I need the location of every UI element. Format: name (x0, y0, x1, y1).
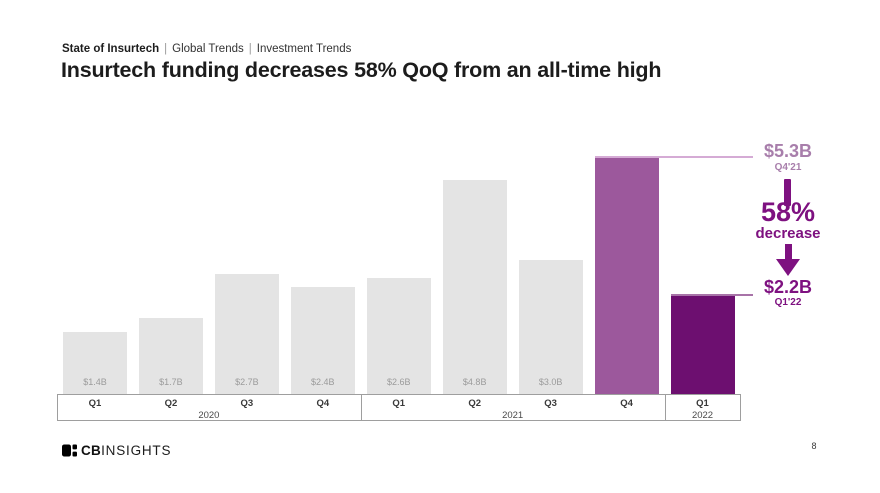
logo-text-insights: INSIGHTS (101, 442, 172, 458)
qoq-change-annotation: $5.3B Q4'21 58% decrease $2.2B Q1'22 (748, 0, 828, 330)
axis-quarter-label: Q1 (696, 398, 709, 409)
cbinsights-logo: CB INSIGHTS (62, 442, 171, 458)
axis-quarter-label: Q4 (316, 398, 330, 409)
bar-value-label: $1.4B (83, 377, 107, 387)
bar-q2-2021 (442, 180, 507, 394)
down-arrow-head (776, 259, 800, 276)
axis-year-label: 2020 (198, 410, 220, 421)
bar-q1-2021 (366, 278, 431, 394)
breadcrumb-separator: | (248, 43, 252, 55)
breadcrumb-section: Global Trends (172, 43, 244, 55)
breadcrumb-report-title: State of Insurtech (62, 43, 160, 55)
peak-value-label: $5.3B (763, 141, 813, 161)
axis-quarter-label: Q3 (544, 398, 557, 409)
bar-q3-2021 (518, 260, 583, 394)
breadcrumb-subsection: Investment Trends (256, 43, 352, 55)
breadcrumb: State of Insurtech | Global Trends | Investm… (62, 43, 351, 56)
bar-q1-2022 (670, 296, 735, 394)
bar-q4-2021 (594, 158, 659, 394)
percent-change-label: 58% (760, 197, 816, 227)
bar-value-label: $4.8B (462, 377, 487, 387)
axis-group-divider (360, 394, 362, 421)
bar-value-label: $3.0B (538, 377, 563, 387)
axis-group-divider (664, 394, 666, 421)
bar-q2-2020 (138, 318, 203, 394)
axis-quarter-label: Q4 (620, 398, 633, 409)
cbinsights-logo-icon (62, 444, 77, 456)
bar-q1-2020 (62, 332, 127, 394)
connector-tick-icon (784, 179, 791, 206)
bar-q3-2020 (214, 274, 279, 394)
bar-q4-2020 (290, 287, 355, 394)
axis-year-label: 2022 (691, 410, 714, 421)
bar-value-label: $2.6B (386, 377, 411, 387)
page-number: 8 (811, 441, 817, 451)
bar-value-label: $2.7B (235, 377, 259, 387)
axis-quarter-label: Q2 (468, 398, 482, 409)
bar-value-label: $2.4B (311, 377, 335, 387)
x-axis-frame (57, 394, 741, 421)
peak-period-label: Q4'21 (774, 162, 802, 173)
slide-title: Insurtech funding decreases 58% QoQ from… (61, 58, 662, 82)
current-period-label: Q1'22 (774, 297, 802, 308)
current-value-label: $2.2B (763, 277, 813, 297)
change-direction-label: decrease (755, 225, 821, 242)
current-connector-line (670, 294, 753, 296)
peak-connector-line (594, 156, 753, 158)
breadcrumb-separator: | (164, 43, 168, 55)
axis-year-label: 2021 (502, 410, 524, 421)
axis-quarter-label: Q1 (392, 398, 406, 409)
axis-quarter-label: Q3 (240, 398, 254, 409)
down-arrow-icon (776, 244, 800, 277)
down-arrow-shaft (784, 244, 792, 259)
axis-quarter-label: Q1 (88, 398, 102, 409)
bar-value-label: $1.7B (159, 377, 183, 387)
logo-text-cb: CB (81, 442, 102, 458)
axis-quarter-label: Q2 (164, 398, 178, 409)
